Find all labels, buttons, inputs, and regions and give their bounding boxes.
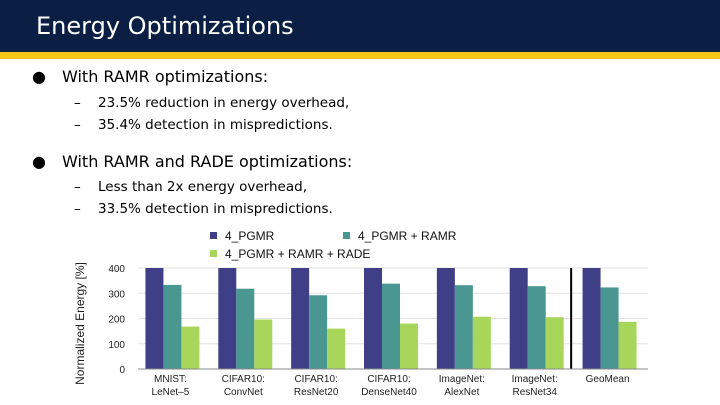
- bullet-dot-icon: ●: [32, 67, 46, 86]
- bar: [145, 268, 164, 369]
- header-bar: Energy Optimizations: [0, 0, 720, 52]
- dash-icon: –: [74, 201, 81, 217]
- bar: [291, 268, 310, 369]
- bar: [236, 288, 255, 369]
- category-label: CIFAR10:: [294, 374, 337, 385]
- dash-icon: –: [74, 117, 81, 133]
- bullet-text: With RAMR optimizations:: [62, 67, 269, 86]
- y-axis-label: Normalized Energy [%]: [73, 262, 87, 385]
- bar: [163, 284, 182, 369]
- bar: [254, 319, 273, 369]
- dash-icon: –: [74, 179, 81, 195]
- subitem-text: 35.4% detection in mispredictions.: [98, 117, 333, 133]
- bar: [309, 295, 328, 369]
- legend-label: 4_PGMR + RAMR: [358, 229, 457, 243]
- subitem-text: Less than 2x energy overhead,: [98, 179, 307, 195]
- legend-swatch: [210, 232, 217, 239]
- bar: [472, 316, 491, 369]
- bar: [545, 317, 564, 369]
- y-tick-label: 0: [119, 365, 125, 376]
- category-label: ResNet34: [512, 387, 557, 398]
- subitem-text: 33.5% detection in mispredictions.: [98, 201, 333, 217]
- y-tick-label: 400: [108, 264, 125, 275]
- bullet-ramr-rade: ● With RAMR and RADE optimizations:: [32, 152, 352, 171]
- category-label: ConvNet: [224, 387, 263, 398]
- bar: [454, 285, 473, 369]
- bar: [181, 326, 200, 369]
- bar: [400, 323, 418, 369]
- bar: [364, 268, 382, 369]
- legend-label: 4_PGMR + RAMR + RADE: [225, 247, 370, 261]
- bar: [436, 268, 455, 369]
- bar: [382, 283, 400, 369]
- category-label: MNIST:: [154, 374, 187, 385]
- bar: [600, 287, 619, 369]
- energy-bar-chart: 0 100 200 300 400 Normalized Energy [%] MNIST:…: [73, 229, 648, 398]
- category-label: GeoMean: [586, 374, 630, 385]
- category-label: LeNet–5: [152, 387, 190, 398]
- bar: [509, 268, 528, 369]
- subitem: – Less than 2x energy overhead,: [74, 179, 307, 195]
- bullet-ramr: ● With RAMR optimizations:: [32, 67, 268, 86]
- category-label: CIFAR10:: [222, 374, 265, 385]
- bullet-dot-icon: ●: [32, 152, 46, 171]
- category-label: DenseNet40: [361, 387, 417, 398]
- bar: [327, 328, 346, 369]
- dash-icon: –: [74, 95, 81, 111]
- y-tick-label: 100: [108, 340, 125, 351]
- subitem: – 33.5% detection in mispredictions.: [74, 201, 333, 217]
- bar: [618, 321, 637, 369]
- category-label: ImageNet:: [439, 374, 485, 385]
- bar: [527, 286, 546, 369]
- header-stripe: [0, 52, 720, 59]
- subitem: – 23.5% reduction in energy overhead,: [74, 95, 349, 111]
- page-title: Energy Optimizations: [36, 12, 294, 40]
- y-tick-label: 300: [108, 289, 125, 300]
- category-label: CIFAR10:: [367, 374, 410, 385]
- category-label: ResNet20: [294, 387, 339, 398]
- bullet-text: With RAMR and RADE optimizations:: [62, 152, 353, 171]
- legend-label: 4_PGMR: [225, 229, 275, 243]
- subitem-text: 23.5% reduction in energy overhead,: [98, 95, 350, 111]
- category-label: ImageNet:: [512, 374, 558, 385]
- y-tick-label: 200: [108, 315, 125, 326]
- legend-swatch: [343, 232, 350, 239]
- bar: [218, 268, 237, 369]
- legend-swatch: [210, 250, 217, 257]
- subitem: – 35.4% detection in mispredictions.: [74, 117, 333, 133]
- category-label: AlexNet: [444, 387, 479, 398]
- bar: [582, 268, 601, 369]
